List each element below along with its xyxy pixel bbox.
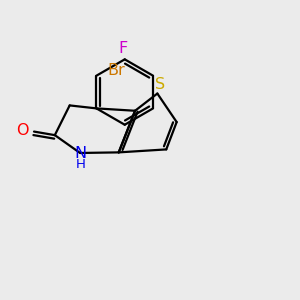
Text: S: S (155, 76, 165, 92)
Text: Br: Br (108, 63, 125, 78)
Text: N: N (75, 146, 87, 161)
Text: H: H (76, 158, 85, 171)
Text: F: F (118, 40, 128, 56)
Text: O: O (16, 123, 29, 138)
